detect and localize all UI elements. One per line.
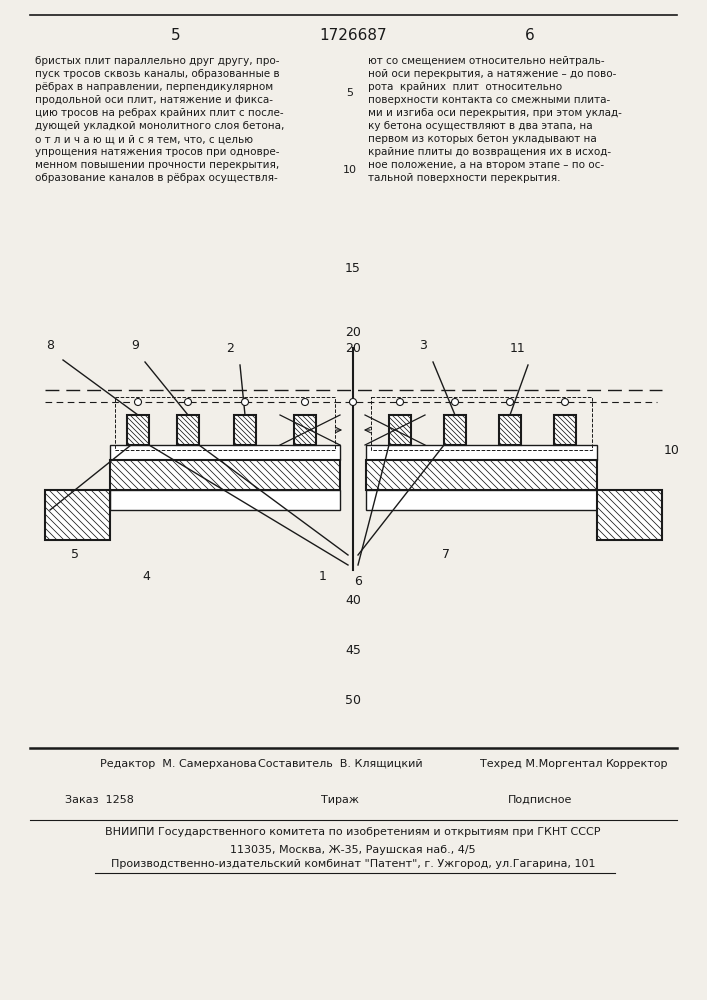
Text: 40: 40 [345, 593, 361, 606]
Text: 8: 8 [46, 339, 54, 352]
Text: 4: 4 [142, 570, 150, 583]
Text: Заказ  1258: Заказ 1258 [65, 795, 134, 805]
Text: 7: 7 [442, 548, 450, 561]
Text: 6: 6 [354, 575, 362, 588]
Text: 2: 2 [226, 342, 234, 355]
Bar [234, 415, 256, 445]
Text: 20: 20 [345, 342, 361, 355]
Text: 15: 15 [345, 261, 361, 274]
Bar [115, 397, 335, 450]
Bar [389, 415, 411, 445]
Bar [110, 460, 340, 490]
Text: 11: 11 [510, 342, 526, 355]
Bar [366, 445, 597, 460]
Bar [444, 415, 466, 445]
Circle shape [561, 398, 568, 406]
Text: Корректор: Корректор [606, 759, 669, 769]
Text: ВНИИПИ Государственного комитета по изобретениям и открытиям при ГКНТ СССР: ВНИИПИ Государственного комитета по изоб… [105, 827, 601, 837]
Text: ют со смещением относительно нейтраль-
ной оси перекрытия, а натяжение – до пово: ют со смещением относительно нейтраль- н… [368, 56, 622, 183]
Bar [366, 490, 597, 510]
Text: 3: 3 [419, 339, 427, 352]
Text: Составитель  В. Клящицкий: Составитель В. Клящицкий [257, 759, 422, 769]
Bar [45, 490, 110, 540]
Text: 1: 1 [319, 570, 327, 583]
Circle shape [242, 398, 248, 406]
Bar [554, 415, 576, 445]
Circle shape [506, 398, 513, 406]
Text: 50: 50 [345, 694, 361, 706]
Circle shape [397, 398, 404, 406]
Text: Производственно-издательский комбинат "Патент", г. Ужгород, ул.Гагарина, 101: Производственно-издательский комбинат "П… [111, 859, 595, 869]
Text: 10: 10 [343, 165, 357, 175]
Text: 5: 5 [346, 88, 354, 98]
Circle shape [301, 398, 308, 406]
Text: Редактор  М. Самерханова: Редактор М. Самерханова [100, 759, 257, 769]
Text: 20: 20 [345, 326, 361, 338]
Text: Техред М.Моргентал: Техред М.Моргентал [480, 759, 602, 769]
Text: 1726687: 1726687 [319, 28, 387, 43]
Text: 9: 9 [131, 339, 139, 352]
Bar [499, 415, 521, 445]
Circle shape [185, 398, 192, 406]
Text: 5: 5 [171, 28, 181, 43]
Bar [110, 490, 340, 510]
Text: бристых плит параллельно друг другу, про-
пуск тросов сквозь каналы, образованны: бристых плит параллельно друг другу, про… [35, 56, 284, 183]
Bar [127, 415, 149, 445]
Text: Тираж: Тираж [321, 795, 359, 805]
Text: 45: 45 [345, 644, 361, 656]
Circle shape [349, 398, 356, 406]
Text: 6: 6 [525, 28, 535, 43]
Bar [294, 415, 316, 445]
Text: 10: 10 [664, 444, 680, 456]
Circle shape [452, 398, 459, 406]
Text: 113035, Москва, Ж-35, Раушская наб., 4/5: 113035, Москва, Ж-35, Раушская наб., 4/5 [230, 845, 476, 855]
Text: 5: 5 [71, 548, 79, 561]
Bar [597, 490, 662, 540]
Text: Подписное: Подписное [508, 795, 572, 805]
Bar [366, 460, 597, 490]
Bar [371, 397, 592, 450]
Bar [177, 415, 199, 445]
Circle shape [134, 398, 141, 406]
Bar [110, 445, 340, 460]
